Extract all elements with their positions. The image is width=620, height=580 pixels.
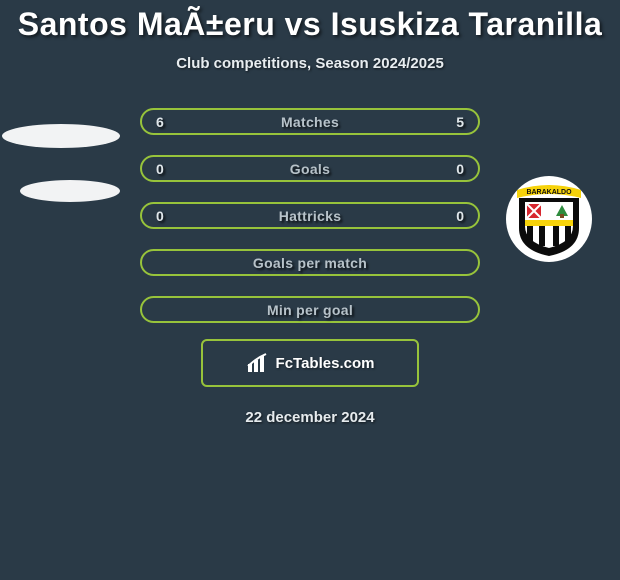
stat-value-right: 0 <box>456 208 464 224</box>
stat-row-goals: 0 Goals 0 <box>140 155 480 182</box>
stat-value-right: 0 <box>456 161 464 177</box>
stat-label: Hattricks <box>156 208 464 224</box>
stat-label: Matches <box>156 114 464 130</box>
snapshot-date: 22 december 2024 <box>0 409 620 426</box>
stat-value-right: 5 <box>456 114 464 130</box>
page-subtitle: Club competitions, Season 2024/2025 <box>0 55 620 72</box>
bar-chart-icon <box>246 352 270 374</box>
brand-text: FcTables.com <box>276 355 375 372</box>
stat-row-matches: 6 Matches 5 <box>140 108 480 135</box>
club-crest-icon: BARAKALDO <box>513 180 585 258</box>
stat-label: Goals <box>156 161 464 177</box>
stat-value-left: 6 <box>156 114 164 130</box>
stat-label: Min per goal <box>156 302 464 318</box>
page-title: Santos MaÃ±eru vs Isuskiza Taranilla <box>0 6 620 43</box>
club-crest: BARAKALDO <box>506 176 592 262</box>
brand-box: FcTables.com <box>201 339 419 387</box>
player-left-avatar-placeholder <box>2 124 120 148</box>
player-left-avatar-placeholder-2 <box>20 180 120 202</box>
stat-value-left: 0 <box>156 208 164 224</box>
stat-row-min-per-goal: Min per goal <box>140 296 480 323</box>
stat-label: Goals per match <box>156 255 464 271</box>
stat-value-left: 0 <box>156 161 164 177</box>
crest-club-name: BARAKALDO <box>526 189 572 196</box>
stat-row-hattricks: 0 Hattricks 0 <box>140 202 480 229</box>
stat-row-goals-per-match: Goals per match <box>140 249 480 276</box>
